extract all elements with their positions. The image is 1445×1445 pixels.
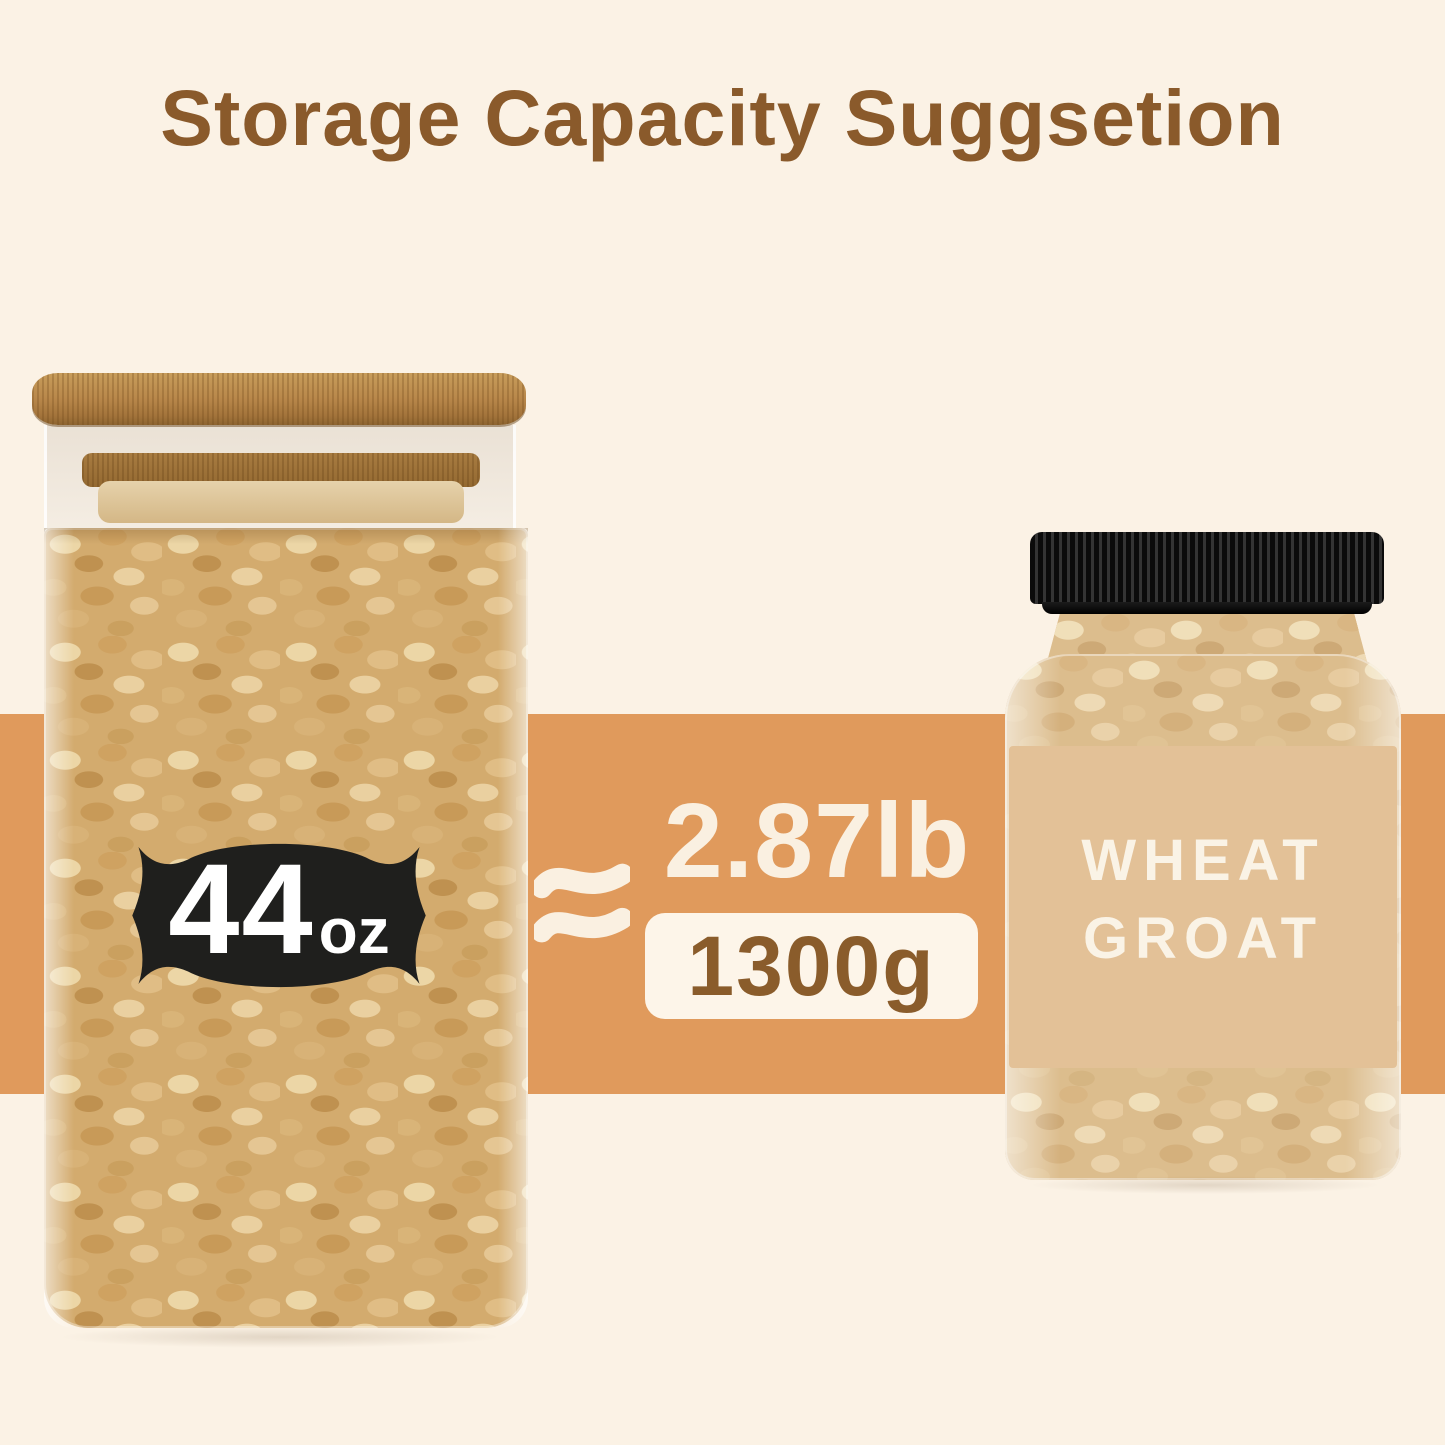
glass-neck [44, 425, 516, 531]
weight-pounds: 2.87lb [663, 782, 971, 900]
glass-highlight-right [498, 528, 528, 1328]
wheat-groat-label: WHEAT GROAT [1009, 746, 1397, 1068]
weight-grams-box: 1300g [645, 913, 978, 1019]
capacity-unit: oz [318, 895, 390, 967]
label-line-2: GROAT [1082, 906, 1324, 971]
glass-highlight-left [44, 528, 74, 1328]
lid-stopper-wood [98, 481, 464, 523]
page-title: Storage Capacity Suggsetion [160, 73, 1285, 162]
plastic-wheat-jar: WHEAT GROAT [1003, 528, 1403, 1184]
chalkboard-label: 44 oz [124, 820, 434, 1012]
approx-equals-icon [531, 848, 633, 960]
grain-top-shadow [44, 528, 528, 544]
cap-lower-rim [1042, 602, 1372, 614]
capacity-value: 44 [168, 838, 315, 981]
glass-storage-jar: 44 oz [28, 365, 533, 1340]
wheat-grain-fill [44, 528, 528, 1328]
label-line-1: WHEAT [1081, 827, 1325, 893]
weight-grams: 1300g [687, 918, 936, 1013]
capacity-text: 44 oz [124, 820, 434, 1012]
glass-jar-shadow [60, 1326, 500, 1348]
plastic-jar-shadow [1030, 1176, 1380, 1194]
chalkboard-plaque-icon [132, 843, 426, 988]
black-screw-cap [1030, 532, 1384, 604]
bamboo-lid [32, 373, 526, 425]
